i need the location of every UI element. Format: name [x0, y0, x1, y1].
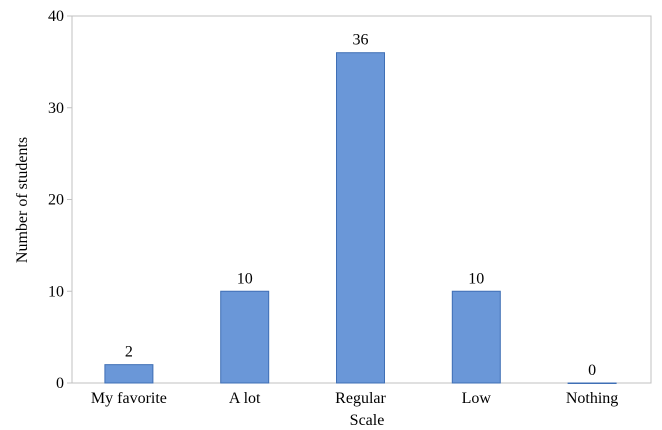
y-axis-title: Number of students	[14, 137, 31, 263]
y-axis-ticks: 0 10 20 30 40	[48, 8, 72, 392]
bar-low	[451, 290, 501, 384]
x-category-label: Low	[462, 390, 492, 407]
bar-data-label: 0	[588, 362, 596, 379]
x-category-label: Regular	[335, 390, 386, 407]
y-tick-label: 30	[48, 100, 64, 117]
bar-regular	[336, 52, 385, 384]
bar-nothing	[567, 382, 617, 384]
y-tick-label: 40	[48, 8, 64, 25]
bar-data-label: 10	[237, 270, 253, 287]
bar-data-labels: 2 10 36 10 0	[125, 32, 596, 379]
bar-a-lot	[220, 290, 270, 384]
x-category-label: A lot	[229, 390, 261, 407]
x-category-label: My favorite	[91, 390, 167, 407]
x-category-label: Nothing	[566, 390, 618, 407]
y-tick-label: 20	[48, 192, 64, 209]
bars	[104, 52, 617, 384]
x-axis-title: Scale	[350, 412, 385, 429]
bar-data-label: 36	[353, 32, 369, 49]
bar-data-label: 2	[125, 344, 133, 361]
y-tick-label: 10	[48, 283, 64, 300]
x-axis-category-labels: My favorite A lot Regular Low Nothing	[91, 390, 618, 407]
y-tick-label: 0	[56, 375, 64, 392]
bar-data-label: 10	[468, 270, 484, 287]
bar-my-favorite	[104, 364, 154, 384]
